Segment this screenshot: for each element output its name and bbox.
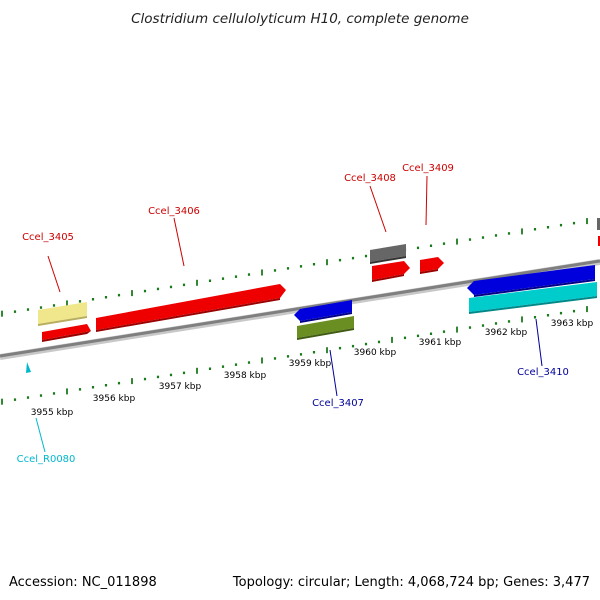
tick-label-3963: 3963 kbp (551, 319, 594, 329)
label-ccel-3410[interactable]: Ccel_3410 (517, 367, 569, 378)
tick-label-3960: 3960 kbp (354, 348, 397, 358)
gene-labels: Ccel_3405 Ccel_3406 Ccel_3408 Ccel_3409 … (17, 163, 569, 465)
tick-label-3958: 3958 kbp (224, 371, 267, 381)
tick-label-3959: 3959 kbp (289, 359, 332, 369)
gene-edge-gray[interactable] (597, 218, 600, 230)
gene-olive-cds-shadow (297, 328, 354, 340)
leader-ccel-r0080 (35, 417, 46, 453)
gene-ccel-3406[interactable] (96, 284, 286, 330)
gene-cyan-cds[interactable] (469, 282, 597, 312)
leader-ccel-3410 (535, 318, 543, 367)
gene-ccel-3405[interactable] (42, 324, 91, 340)
gene-ccel-3408[interactable] (372, 261, 410, 280)
gene-pale-cds[interactable] (38, 302, 87, 324)
reverse-strand-ticks (1, 306, 588, 405)
reverse-genes (26, 265, 597, 373)
gene-olive-cds[interactable] (297, 316, 354, 338)
gene-ccel-3409[interactable] (420, 257, 444, 272)
label-ccel-3409[interactable]: Ccel_3409 (402, 163, 454, 174)
tick-labels: 3955 kbp 3956 kbp 3957 kbp 3958 kbp 3959… (31, 319, 594, 418)
tick-label-3962: 3962 kbp (485, 328, 528, 338)
leader-ccel-3408 (369, 185, 387, 233)
gene-cyan-cds-shadow (469, 296, 597, 314)
forward-strand-ticks (1, 218, 588, 317)
label-ccel-3407[interactable]: Ccel_3407 (312, 398, 364, 409)
label-leader-lines (35, 175, 543, 453)
leader-ccel-3405 (47, 255, 61, 293)
gene-ccel-3408-shadow (372, 274, 404, 282)
label-ccel-3405[interactable]: Ccel_3405 (22, 232, 74, 243)
gene-ccel-3409-shadow (420, 269, 438, 274)
gene-ccel-3410-shadow (474, 279, 595, 297)
label-ccel-3406[interactable]: Ccel_3406 (148, 206, 200, 217)
tick-label-3955: 3955 kbp (31, 408, 74, 418)
accession-text: Accession: NC_011898 (9, 575, 157, 590)
genome-summary-text: Topology: circular; Length: 4,068,724 bp… (232, 575, 590, 590)
genome-title: Clostridium cellulolyticum H10, complete… (131, 11, 469, 27)
leader-ccel-3406 (173, 217, 185, 267)
tick-label-3956: 3956 kbp (93, 394, 136, 404)
gene-ccel-r0080[interactable] (26, 362, 31, 373)
tick-label-3961: 3961 kbp (419, 338, 462, 348)
gene-ccel-3410[interactable] (467, 265, 595, 295)
gene-pale-cds-shadow (38, 316, 87, 326)
gene-ccel-3405-shadow (42, 331, 91, 342)
tick-label-3957: 3957 kbp (159, 382, 202, 392)
label-ccel-3408[interactable]: Ccel_3408 (344, 173, 396, 184)
gene-gray-cds-shadow (370, 256, 406, 264)
leader-ccel-3407 (329, 349, 338, 397)
leader-ccel-3409 (425, 175, 428, 226)
label-ccel-r0080[interactable]: Ccel_R0080 (17, 454, 76, 465)
gene-ccel-3407-shadow (300, 312, 352, 323)
gene-ccel-3406-shadow (96, 298, 280, 332)
gene-ccel-3407[interactable] (294, 300, 352, 321)
